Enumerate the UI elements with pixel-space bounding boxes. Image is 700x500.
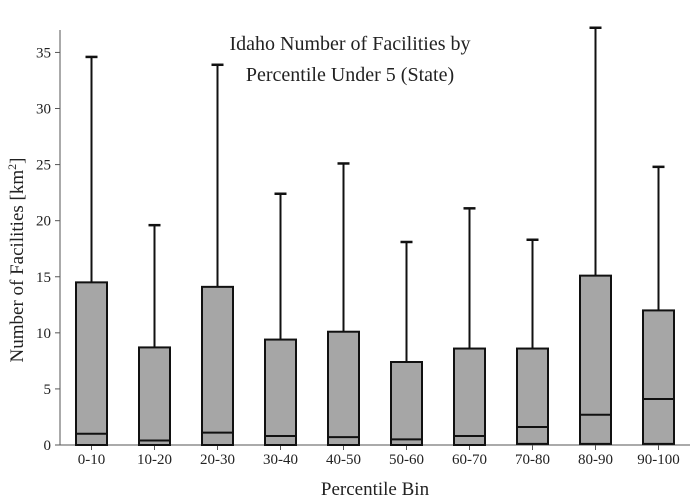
y-axis-label-end: ]: [7, 158, 28, 164]
box-iqr: [642, 309, 675, 445]
box-iqr: [579, 274, 612, 445]
box-60-70: [453, 207, 486, 446]
box-iqr: [453, 347, 486, 446]
chart-title-line-1: Idaho Number of Facilities by: [229, 33, 470, 55]
x-tick-label: 10-20: [137, 452, 172, 468]
y-axis: 0 5 10 15 20 25 30 35: [36, 30, 61, 454]
x-tick-label: 30-40: [263, 452, 298, 468]
box-10-20: [138, 223, 171, 446]
y-tick-label: 25: [36, 158, 51, 174]
y-axis-label-superscript: 2: [5, 164, 19, 170]
box-0-10: [75, 55, 108, 446]
x-tick-label: 80-90: [578, 452, 613, 468]
x-tick-label: 20-30: [200, 452, 235, 468]
box-iqr: [75, 281, 108, 446]
x-tick-label: 90-100: [637, 452, 680, 468]
x-tick-label: 50-60: [389, 452, 424, 468]
box-40-50: [327, 162, 360, 446]
box-50-60: [390, 240, 423, 446]
y-tick-label: 30: [36, 102, 51, 118]
box-20-30: [201, 63, 234, 446]
box-iqr: [390, 361, 423, 446]
x-axis: 0-10 10-20 20-30 30-40 40-50 50-60 60-70 70-80 8…: [60, 444, 690, 468]
y-axis-label-main: Number of Facilities [km: [7, 170, 28, 363]
y-tick-label: 35: [36, 45, 51, 61]
box-30-40: [264, 192, 297, 446]
box-80-90: [579, 26, 612, 445]
box-iqr: [201, 285, 234, 446]
y-tick-label: 0: [44, 438, 52, 454]
x-axis-label: Percentile Bin: [321, 479, 430, 500]
box-90-100: [642, 165, 675, 445]
y-tick-label: 15: [36, 270, 51, 286]
box-iqr: [327, 330, 360, 446]
y-axis-label: Number of Facilities [km2]: [5, 158, 28, 363]
box-70-80: [516, 238, 549, 445]
y-tick-label: 20: [36, 214, 51, 230]
chart-title-line-2: Percentile Under 5 (State): [246, 64, 454, 86]
box-iqr: [516, 347, 549, 445]
y-tick-label: 10: [36, 326, 51, 342]
box-plot-series: [75, 26, 675, 446]
box-iqr: [138, 346, 171, 446]
x-tick-label: 60-70: [452, 452, 487, 468]
x-tick-label: 40-50: [326, 452, 361, 468]
chart-title: Idaho Number of Facilities by Percentile…: [229, 33, 470, 86]
box-iqr: [264, 338, 297, 446]
x-tick-label: 70-80: [515, 452, 550, 468]
y-tick-label: 5: [44, 382, 52, 398]
x-tick-label: 0-10: [78, 452, 106, 468]
